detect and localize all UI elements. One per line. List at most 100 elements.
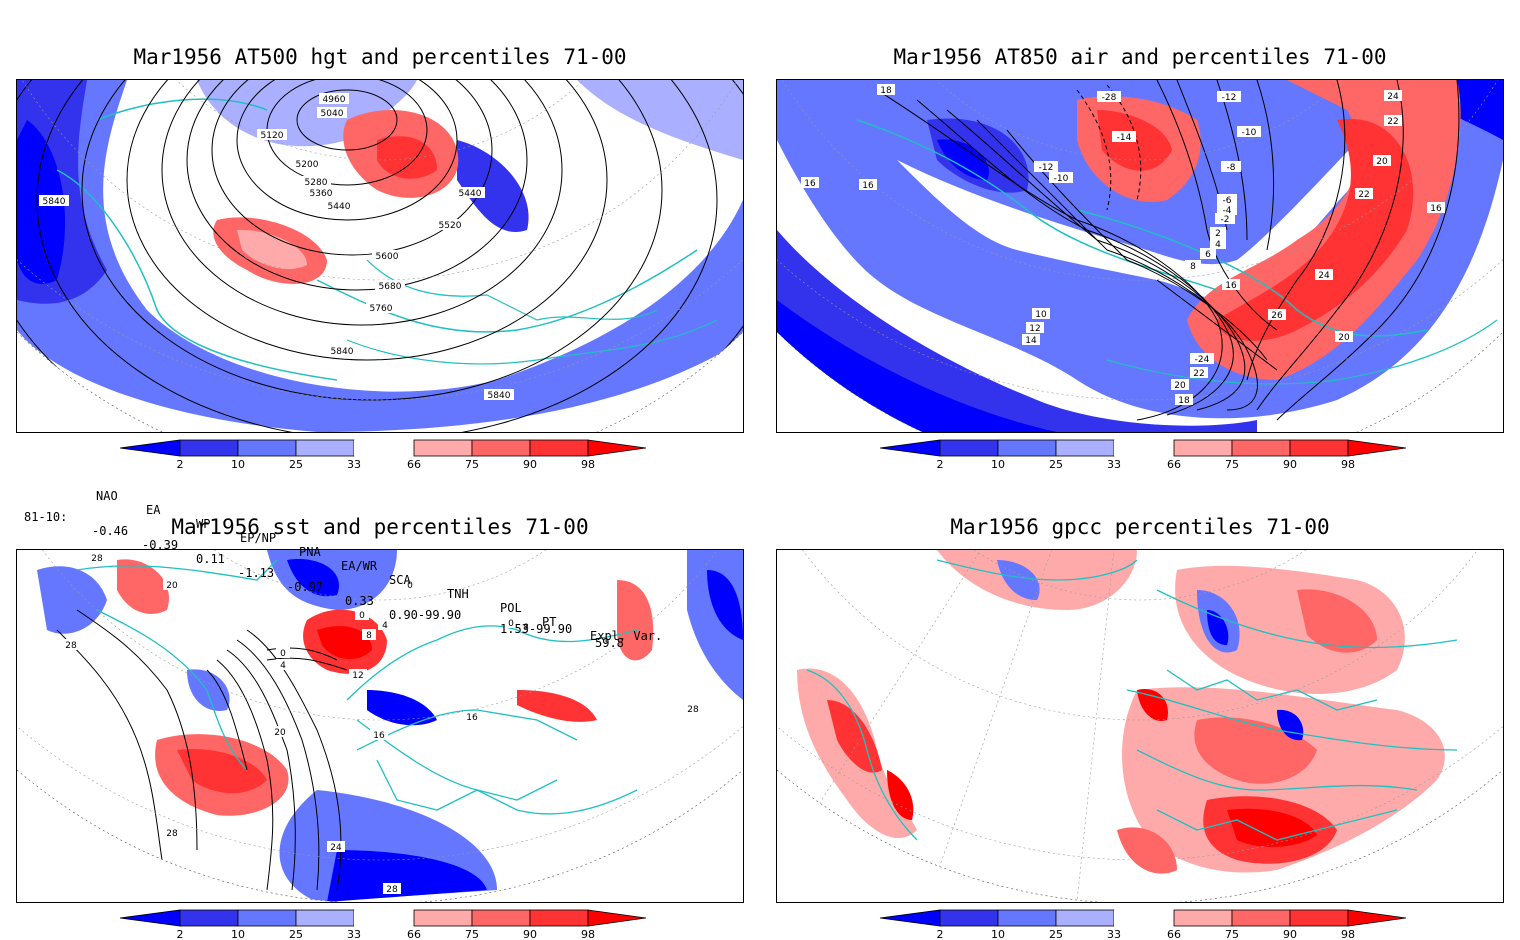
colorbar-segment	[1114, 910, 1174, 926]
colorbar-tick-label: 75	[465, 928, 479, 940]
contour-label: 4	[1215, 240, 1221, 250]
index-name-nao: NAO	[96, 489, 118, 503]
colorbar-tick-label: 2	[937, 928, 944, 940]
colorbar-tick-label: 66	[407, 458, 421, 471]
contour-label: 18	[1178, 396, 1190, 406]
colorbar-segment	[413, 909, 473, 927]
index-value-row: 81-10: -0.46 -0.39 0.11 -1.13 -0.97 0.33…	[0, 496, 720, 650]
colorbar-tick-label: 66	[407, 928, 421, 940]
colorbar-segment	[295, 909, 355, 927]
colorbar-tick-label: 33	[1107, 928, 1121, 940]
index-value-nao: -0.46	[92, 524, 129, 538]
colorbar-segment	[997, 909, 1057, 927]
contour-label: 8	[523, 623, 529, 633]
contour-label: 24	[1387, 92, 1399, 102]
colorbar-segment	[237, 439, 297, 457]
index-name-epnp: EP/NP	[240, 531, 277, 545]
colorbar-segment	[471, 439, 531, 457]
contour-label: 4960	[323, 95, 346, 105]
colorbar-segment	[295, 439, 355, 457]
colorbar-segment	[997, 439, 1057, 457]
contour-label: -8	[1227, 163, 1236, 173]
colorbar-tick-label: 10	[231, 928, 245, 940]
colorbar-segment	[179, 439, 239, 457]
colorbar-tick-label: 66	[1167, 458, 1181, 471]
colorbar-tick-label: 98	[581, 928, 595, 940]
colorbar-tick-label: 75	[465, 458, 479, 471]
colorbar-tick-label: 10	[231, 458, 245, 471]
contour-label: 16	[1430, 204, 1442, 214]
contour-label: 20	[1376, 157, 1388, 167]
colorbar-segment	[939, 439, 999, 457]
colorbar-segment	[529, 439, 589, 457]
colorbar-at850: 2 10 25 33 66 75 90 98	[879, 439, 1406, 471]
colorbar-segment	[879, 909, 941, 927]
colorbar-segment	[119, 909, 181, 927]
colorbar-segment	[1289, 439, 1349, 457]
contour-label: 16	[804, 179, 816, 189]
contour-label: 10	[1035, 310, 1047, 320]
colorbar-tick-label: 98	[1341, 458, 1355, 471]
colorbar-tick-label: 33	[1107, 458, 1121, 471]
contour-label: 4	[382, 621, 388, 631]
colorbar-segment	[1055, 439, 1115, 457]
colorbar-tick-label: 25	[289, 458, 303, 471]
contour-label: -4	[1223, 206, 1232, 216]
index-name-tnh: TNH	[447, 587, 469, 601]
contour-label: 16	[466, 713, 478, 723]
index-name-sca: SCA	[389, 573, 411, 587]
contour-label: 5840	[331, 347, 354, 357]
contour-label: 8	[1190, 262, 1196, 272]
contour-label: 20	[166, 581, 178, 591]
colorbar-segment	[1173, 909, 1233, 927]
colorbar-tick-label: 75	[1225, 458, 1239, 471]
index-value-sca-tnh: 0.90-99.90	[389, 608, 462, 622]
index-value-eawr: 0.33	[345, 594, 374, 608]
contour-label: -10	[1242, 128, 1257, 138]
contour-label: 5360	[310, 189, 333, 199]
contour-label: 6	[1205, 250, 1211, 260]
colorbar-tick-label: 25	[289, 928, 303, 940]
colorbar-segment	[119, 439, 181, 457]
contour-label: -24	[1195, 355, 1210, 365]
index-value-ea: -0.39	[142, 538, 179, 552]
contour-label: 16	[1225, 281, 1237, 291]
contour-label: -10	[1054, 174, 1069, 184]
colorbar-segment	[1347, 909, 1406, 927]
contour-label: -6	[1223, 196, 1232, 206]
index-name-expl-var: Expl. Var.	[590, 629, 663, 643]
contour-label: -12	[1039, 163, 1054, 173]
contour-label: 24	[330, 843, 342, 853]
contour-label: 0	[280, 649, 286, 659]
contour-label: 28	[65, 641, 77, 651]
contour-label: 28	[91, 554, 103, 564]
contour-label: 16	[862, 181, 874, 191]
colorbar-tick-label: 10	[991, 458, 1005, 471]
colorbar-tick-label: 75	[1225, 928, 1239, 940]
colorbar-segment	[179, 909, 239, 927]
colorbar-tick-label: 90	[523, 928, 537, 940]
contour-label: 8	[366, 631, 372, 641]
colorbar-segment	[1231, 909, 1291, 927]
contour-label: 5440	[328, 202, 351, 212]
map-panel-gpcc	[776, 549, 1504, 903]
contour-label: 28	[386, 885, 398, 895]
colorbar-segment	[1231, 439, 1291, 457]
colorbar-segment	[529, 909, 589, 927]
contour-label: 0	[407, 581, 413, 591]
colorbar-segment	[879, 439, 941, 457]
contour-label: 4	[280, 661, 286, 671]
colorbar-segment	[413, 439, 473, 457]
colorbar-tick-label: 33	[347, 458, 361, 471]
contour-label: 0	[359, 611, 365, 621]
colorbar-segment	[1055, 909, 1115, 927]
map-panel-sst: 28 20 28 0 4 8 12 4 0 0 16 16 20 28 24 2…	[16, 549, 744, 903]
colorbar-tick-label: 10	[991, 928, 1005, 940]
index-header-row: NAO EA WP EP/NP PNA EA/WR SCA TNH POL PT…	[0, 475, 720, 643]
map-panel-at500: 4960 5040 5120 5200 5280 5360 5440 5440 …	[16, 79, 744, 433]
index-name-wp: WP	[196, 517, 211, 531]
contour-label: 5040	[321, 109, 344, 119]
contour-label: 14	[1025, 336, 1037, 346]
colorbar-segment	[471, 909, 531, 927]
index-value-wp: 0.11	[196, 552, 225, 566]
